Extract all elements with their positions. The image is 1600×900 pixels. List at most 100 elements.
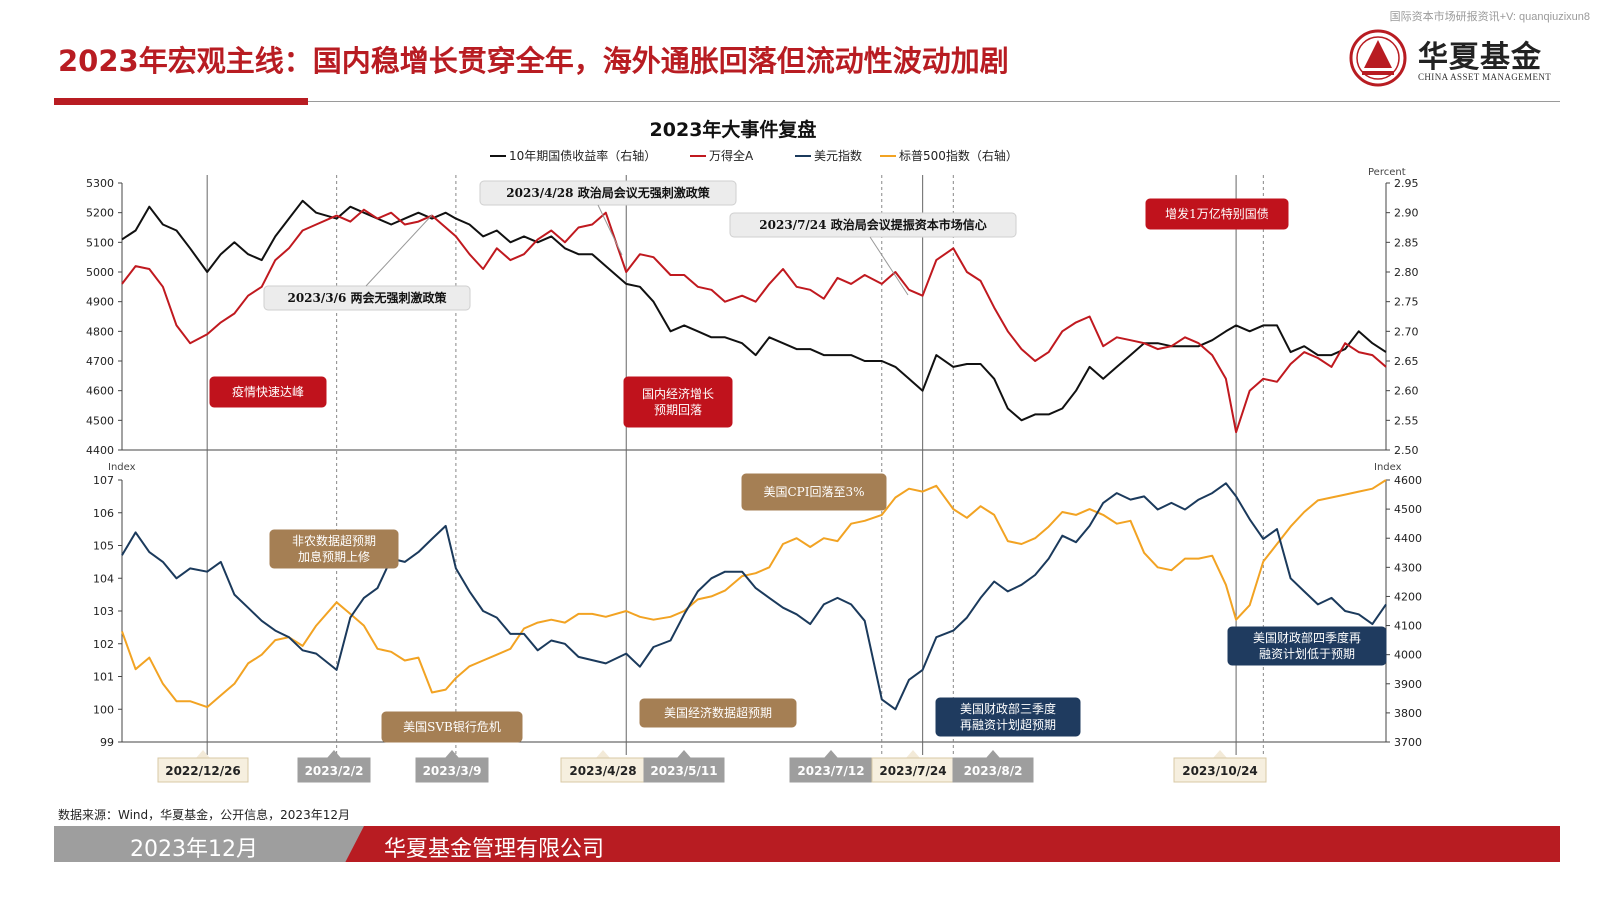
bottom-left-tick-label-5: 104 [93, 572, 114, 585]
top-right-tick-label-4: 2.70 [1394, 325, 1419, 338]
legend-label-0: 10年期国债收益率（右轴） [509, 148, 656, 163]
bottom-left-tick-label-2: 101 [93, 671, 114, 684]
date-tag-box-7 [952, 757, 1034, 783]
series-dxy-line [121, 482, 1387, 711]
company-logo: 华夏基金 CHINA ASSET MANAGEMENT [1348, 28, 1552, 88]
bottom-right-tick-label-5: 4200 [1394, 590, 1422, 603]
top-left-tick-label-5: 4900 [86, 296, 114, 309]
logo-mark-icon [1349, 29, 1407, 87]
top-left-tick-label-6: 5000 [86, 266, 114, 279]
date-tag-label-7: 2023/8/2 [964, 764, 1023, 778]
top-right-tick-label-9: 2.95 [1394, 177, 1419, 190]
top-annotation-0-text-0: 2023/4/28 政治局会议无强刺激政策 [506, 185, 710, 200]
date-tag-box-6 [871, 757, 955, 783]
bottom-left-tick-label-1: 100 [93, 703, 114, 716]
date-tag-box-2 [415, 757, 489, 783]
bottom-right-tick-label-2: 3900 [1394, 678, 1422, 691]
bottom-annotation-5-text-1: 融资计划低于预期 [1259, 647, 1355, 661]
top-annotation-1-text-0: 2023/7/24 政治局会议提振资本市场信心 [759, 217, 986, 232]
top-left-tick-label-4: 4800 [86, 325, 114, 338]
logo-name-cn: 华夏基金 [1418, 40, 1542, 75]
bottom-right-tick-label-4: 4100 [1394, 620, 1422, 633]
page-title: 2023年宏观主线：国内稳增长贯穿全年，海外通胀回落但流动性波动加剧 [58, 44, 1009, 78]
date-tag-box-8 [1173, 757, 1267, 783]
top-left-tick-label-2: 4600 [86, 385, 114, 398]
legend-label-3: 标普500指数（右轴） [899, 148, 1018, 163]
top-left-tick-label-1: 4500 [86, 414, 114, 427]
bottom-annotation-5-box [1227, 626, 1387, 666]
top-annotation-3-text-0: 增发1万亿特别国债 [1165, 206, 1269, 221]
footer-date-panel [54, 826, 364, 862]
top-annotation-3-box [1145, 198, 1289, 230]
bottom-right-tick-label-6: 4300 [1394, 561, 1422, 574]
date-tag-label-3: 2023/4/28 [569, 764, 636, 778]
top-right-tick-label-8: 2.90 [1394, 207, 1419, 220]
date-tag-box-3 [560, 757, 646, 783]
legend-label-1: 万得全A [709, 148, 754, 163]
top-annotation-1-box [729, 212, 1017, 238]
date-tag-pointer-3 [596, 750, 610, 758]
footer-date: 2023年12月 [130, 837, 258, 862]
date-tag-label-0: 2022/12/26 [165, 764, 241, 778]
bottom-annotation-4-text-1: 再融资计划超预期 [960, 717, 1056, 732]
bottom-annotation-0-box [269, 529, 399, 569]
top-right-tick-label-6: 2.80 [1394, 266, 1419, 279]
date-tag-box-0 [157, 757, 249, 783]
top-annotation-4-box [209, 376, 327, 408]
footer-company: 华夏基金管理有限公司 [384, 837, 605, 862]
top-right-tick-label-5: 2.75 [1394, 296, 1419, 309]
top-annotation-5-box [623, 376, 733, 428]
chart-title: 2023年大事件复盘 [650, 118, 817, 141]
date-tag-box-4 [643, 757, 725, 783]
bottom-left-tick-label-8: 107 [93, 474, 114, 487]
top-right-tick-label-7: 2.85 [1394, 236, 1419, 249]
top-annotation-2-text-0: 2023/3/6 两会无强刺激政策 [287, 290, 447, 305]
top-left-tick-label-7: 5100 [86, 236, 114, 249]
logo-name-en: CHINA ASSET MANAGEMENT [1418, 72, 1552, 82]
date-tag-label-1: 2023/2/2 [305, 764, 364, 778]
bottom-right-tick-label-8: 4500 [1394, 503, 1422, 516]
bottom-right-tick-label-3: 4000 [1394, 649, 1422, 662]
bottom-annotation-0-text-0: 非农数据超预期 [292, 533, 376, 548]
top-annotation-4-text-0: 疫情快速达峰 [232, 384, 304, 399]
bottom-left-tick-label-4: 103 [93, 605, 114, 618]
leader-line-1 [869, 236, 909, 296]
bottom-annotation-3-text-0: 美国经济数据超预期 [664, 705, 772, 720]
bottom-left-tick-label-0: 99 [100, 736, 114, 749]
bottom-right-axis-label: Index [1374, 462, 1402, 473]
watermark-text: 国际资本市场研报资讯+V: quanqiuzixun8 [1389, 11, 1590, 23]
date-tag-pointer-1 [327, 750, 341, 758]
bottom-right-tick-label-0: 3700 [1394, 736, 1422, 749]
date-tag-label-5: 2023/7/12 [797, 764, 864, 778]
bottom-left-tick-label-7: 106 [93, 507, 114, 520]
date-tag-label-2: 2023/3/9 [423, 764, 482, 778]
bottom-annotation-4-box [935, 697, 1081, 737]
top-annotation-0-box [479, 180, 737, 206]
top-right-tick-label-3: 2.65 [1394, 355, 1419, 368]
top-right-tick-label-1: 2.55 [1394, 414, 1419, 427]
bottom-annotation-3-box [639, 698, 797, 728]
bottom-right-tick-label-1: 3800 [1394, 707, 1422, 720]
date-tag-pointer-7 [986, 750, 1000, 758]
top-right-tick-label-2: 2.60 [1394, 385, 1419, 398]
series-sp500-line [121, 479, 1387, 709]
date-tag-label-8: 2023/10/24 [1182, 764, 1258, 778]
leader-line-0 [597, 204, 623, 256]
bottom-annotation-5-text-0: 美国财政部四季度再 [1253, 630, 1361, 645]
top-annotation-5-text-0: 国内经济增长 [642, 386, 714, 401]
date-tag-pointer-8 [1213, 750, 1227, 758]
date-tag-pointer-6 [906, 750, 920, 758]
date-tag-box-1 [297, 757, 371, 783]
top-left-tick-label-8: 5200 [86, 207, 114, 220]
top-left-tick-label-9: 5300 [86, 177, 114, 190]
source-note: 数据来源：Wind，华夏基金，公开信息，2023年12月 [58, 808, 350, 822]
top-annotation-5-text-1: 预期回落 [654, 403, 702, 417]
bottom-left-tick-label-6: 105 [93, 540, 114, 553]
date-tag-pointer-2 [445, 750, 459, 758]
top-annotation-2-box [263, 285, 471, 311]
bottom-left-axis-label: Index [108, 462, 136, 473]
footer-bar: 2023年12月 华夏基金管理有限公司 [54, 826, 1560, 862]
bottom-annotation-1-box [741, 473, 887, 511]
date-tag-pointer-5 [824, 750, 838, 758]
bottom-annotation-0-text-1: 加息预期上修 [298, 549, 370, 564]
